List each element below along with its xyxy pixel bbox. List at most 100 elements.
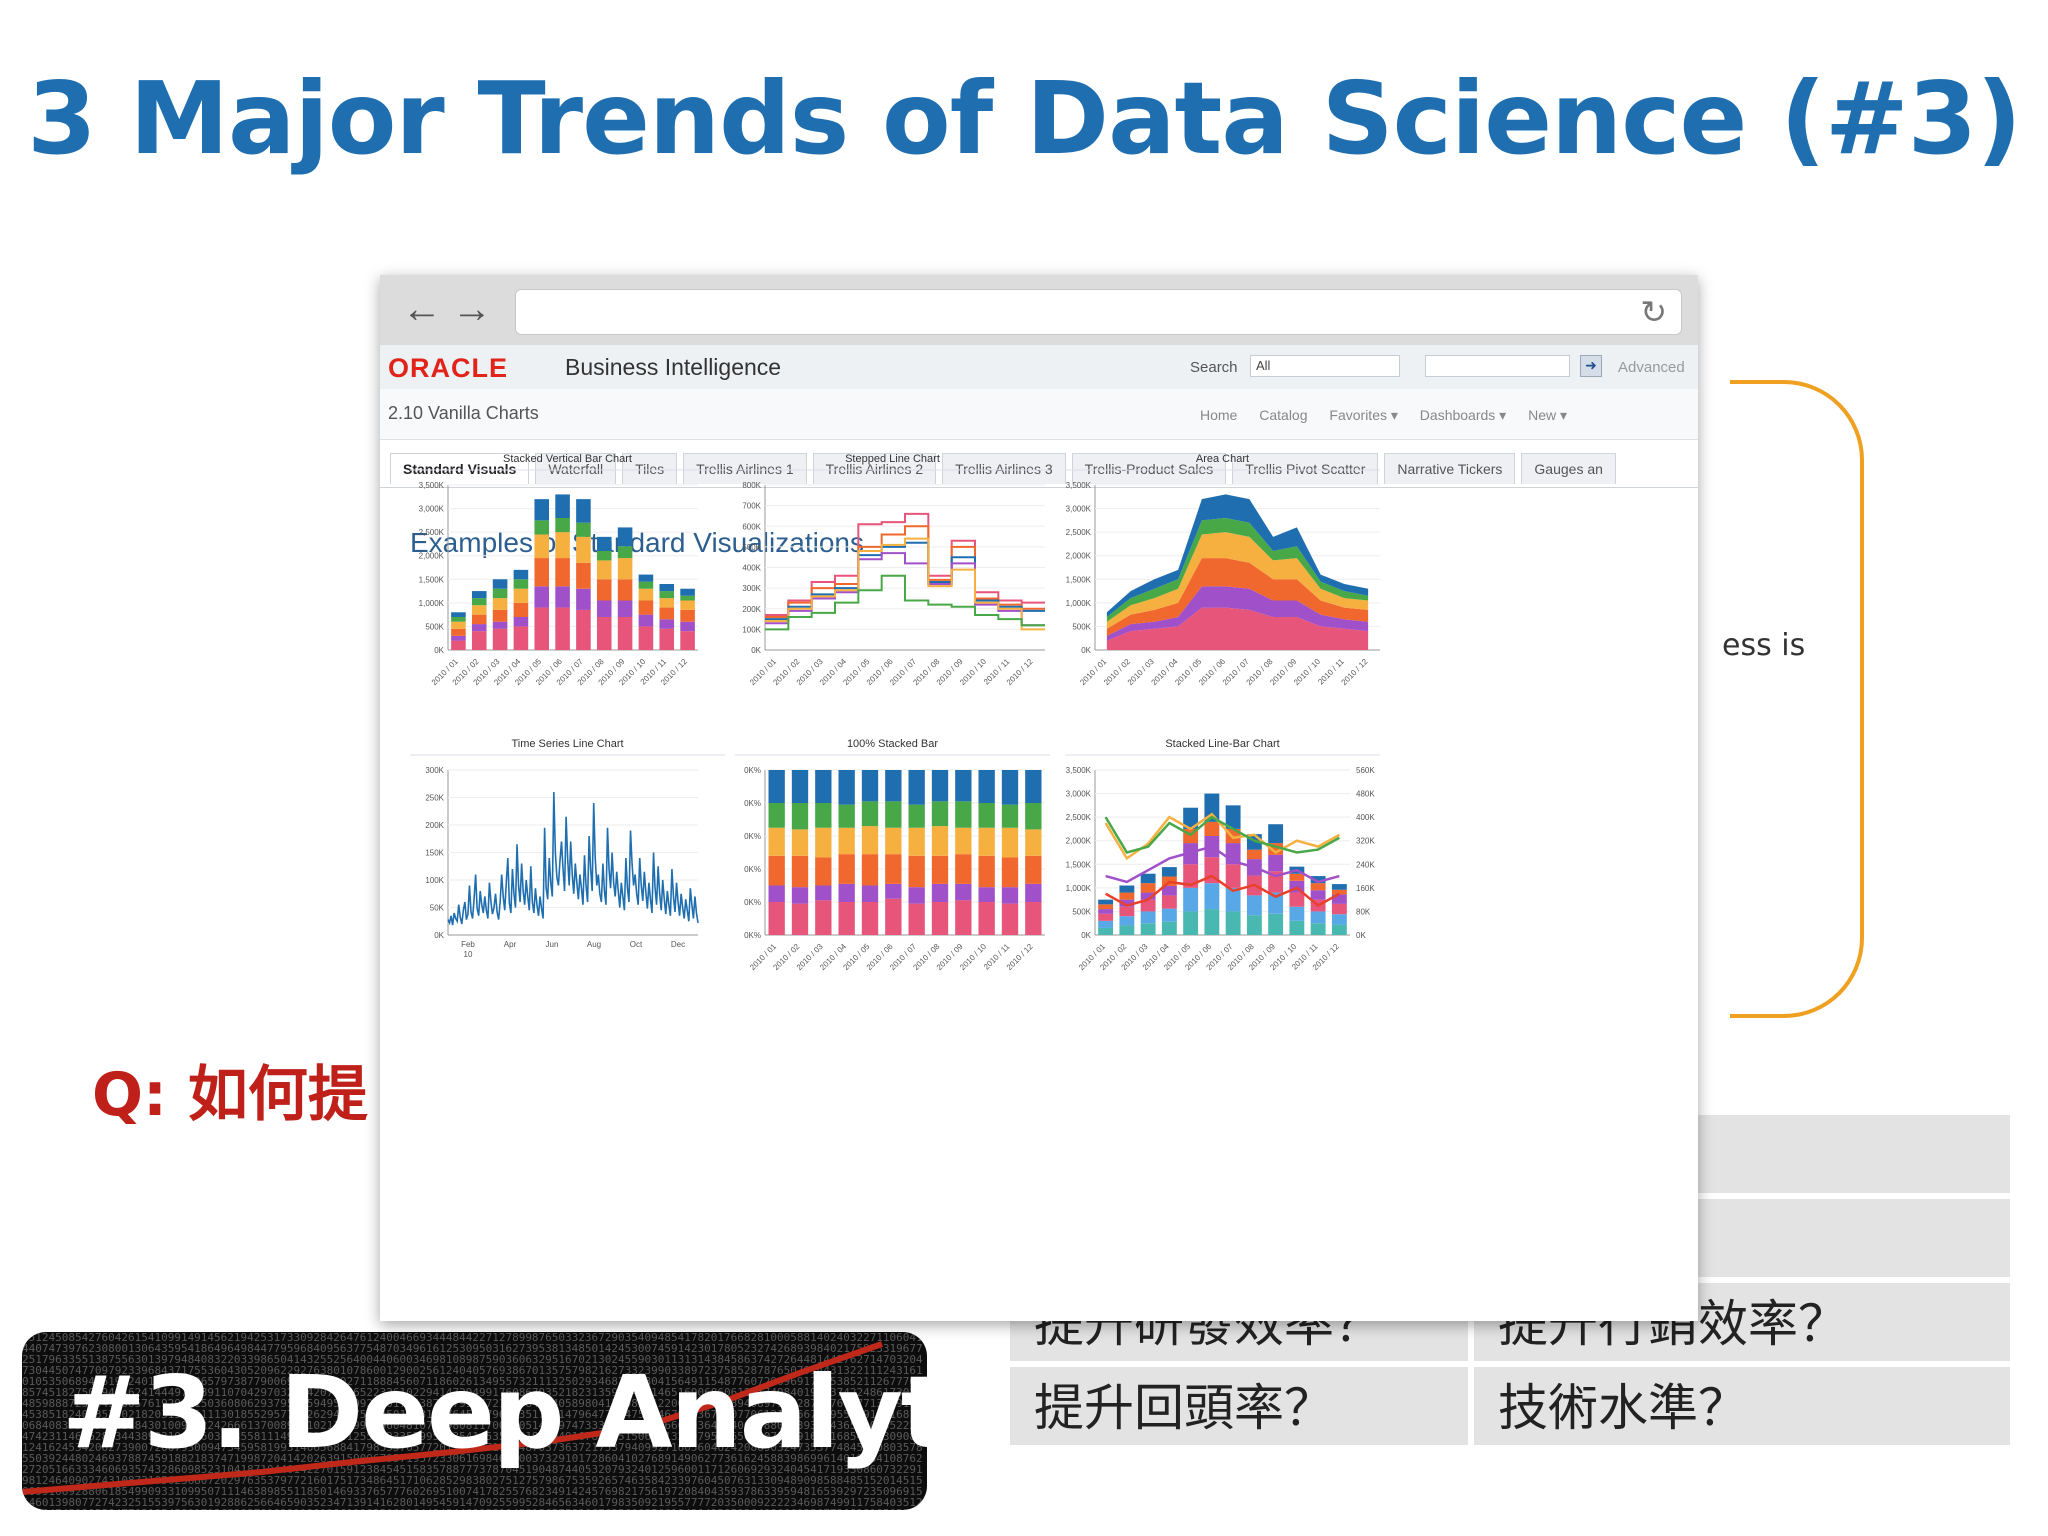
nav-home-link[interactable]: Home [1200, 407, 1238, 423]
tab-gauges[interactable]: Gauges an [1521, 453, 1616, 484]
bar-segment [492, 609, 508, 622]
search-input[interactable] [1425, 355, 1570, 377]
bar-segment [838, 827, 855, 855]
tab-waterfall[interactable]: Waterfall [535, 453, 617, 484]
bar-segment [791, 829, 809, 856]
nav-dashboards-menu[interactable]: Dashboards ▾ [1419, 407, 1507, 423]
bar-segment [596, 551, 612, 561]
tab-narrative-tickers[interactable]: Narrative Tickers [1384, 453, 1516, 484]
area-layer [1106, 494, 1369, 617]
y-tick-label: 100K [742, 625, 761, 634]
y2-tick-label: 0K [1356, 931, 1366, 940]
bar-segment [768, 855, 785, 886]
bar-segment [815, 803, 832, 828]
nav-new-menu[interactable]: New ▾ [1528, 407, 1568, 423]
bar-segment [815, 770, 832, 803]
bar-segment [931, 883, 949, 902]
y-tick-label: 1,500K [419, 575, 445, 584]
chart-title: Stepped Line Chart [845, 453, 940, 465]
bar-segment [861, 854, 879, 886]
bar-segment [617, 546, 633, 559]
y-tick-label: 0K [1081, 931, 1091, 940]
arrow-right-icon[interactable]: → [452, 287, 492, 331]
bar-segment [555, 518, 570, 533]
side-text-fragment: ess is [1722, 628, 1806, 663]
bar-segment [451, 612, 466, 617]
bar-segment [1310, 883, 1326, 891]
bar-segment [596, 560, 612, 580]
bar-segment [492, 628, 508, 650]
tab-trellis-airlines-1[interactable]: Trellis Airlines 1 [683, 453, 807, 484]
bar-segment [1161, 885, 1177, 896]
bar-segment [908, 770, 925, 805]
y-tick-label: 3,500K [419, 481, 445, 490]
bar-segment [617, 579, 633, 601]
bar-segment [955, 900, 972, 935]
bar-segment [1310, 876, 1326, 884]
area-layer [1106, 558, 1369, 636]
nav-favorites-menu[interactable]: Favorites ▾ [1329, 407, 1398, 423]
search-go-button[interactable]: ➜ [1580, 355, 1602, 377]
tab-trellis-airlines-2[interactable]: Trellis Airlines 2 [812, 453, 937, 484]
y2-tick-label: 80K [1356, 907, 1371, 916]
bar-segment [815, 885, 832, 901]
bar-segment [1331, 889, 1347, 895]
bar-segment [1310, 923, 1326, 935]
bar-segment [1246, 849, 1262, 860]
bar-segment [617, 617, 633, 650]
y-tick-label: 1,000K [1066, 884, 1092, 893]
bar-segment [471, 614, 487, 625]
nav-catalog-link[interactable]: Catalog [1259, 407, 1308, 423]
bar-segment [1289, 920, 1305, 935]
bar-segment [492, 588, 508, 599]
y-tick-label: 200K [425, 821, 444, 830]
bar-segment [838, 883, 855, 902]
bar-segment [471, 591, 487, 599]
browser-window: ← → ↻ ORACLE Business Intelligence Searc… [380, 275, 1698, 1321]
bar-segment [768, 827, 785, 856]
bar-segment [555, 586, 570, 608]
bar-segment [617, 527, 633, 547]
tab-trellis-pivot-scatter[interactable]: Trellis Pivot Scatter [1232, 453, 1379, 484]
bar-segment [861, 801, 879, 827]
y-tick-label: 2,000K [1066, 552, 1092, 561]
bar-segment [1098, 920, 1114, 928]
stepped-line-series [765, 537, 1045, 631]
bar-segment [838, 770, 855, 805]
bar-segment [1098, 909, 1114, 914]
bar-segment [1025, 829, 1042, 856]
bar-segment [931, 770, 949, 802]
search-scope-select[interactable]: All [1250, 355, 1400, 377]
bar-segment [791, 770, 809, 803]
bar-segment [1310, 890, 1326, 900]
y-tick-label: 500K [425, 622, 444, 631]
x-tick-label: Aug [587, 940, 601, 949]
tab-trellis-airlines-3[interactable]: Trellis Airlines 3 [942, 453, 1066, 484]
bar-segment [680, 621, 695, 632]
y-tick-label: 0K [751, 646, 761, 655]
x-tick-label: Jun [546, 940, 559, 949]
tab-standard-visuals[interactable]: Standard Visuals [390, 453, 530, 484]
bar-segment [1183, 807, 1199, 829]
advanced-link[interactable]: Advanced [1618, 359, 1685, 376]
bar-segment [1119, 885, 1135, 893]
bar-segment [955, 801, 972, 828]
global-nav: Home Catalog Favorites ▾ Dashboards ▾ Ne… [1200, 407, 1585, 424]
tab-tiles[interactable]: Tiles [622, 453, 678, 484]
bar-segment [1140, 873, 1156, 884]
bar-segment [1001, 903, 1019, 935]
bar-segment [791, 803, 809, 830]
arrow-left-icon[interactable]: ← [402, 287, 442, 331]
y-tick-label: 0K [434, 646, 444, 655]
address-bar[interactable]: ↻ [515, 289, 1682, 335]
dashboard-tabs: Standard Visuals Waterfall Tiles Trellis Ai… [390, 453, 1622, 487]
bar-segment [861, 885, 879, 902]
bar-segment [1001, 804, 1019, 828]
bar-segment [638, 588, 654, 601]
tab-trellis-product-sales[interactable]: Trellis-Product Sales [1071, 453, 1227, 484]
page-title: 2.10 Vanilla Charts [388, 403, 539, 423]
reload-icon[interactable]: ↻ [1640, 294, 1667, 330]
y-tick-label: 300K [425, 766, 444, 775]
bar-segment [1001, 887, 1019, 904]
bar-segment [768, 885, 785, 902]
